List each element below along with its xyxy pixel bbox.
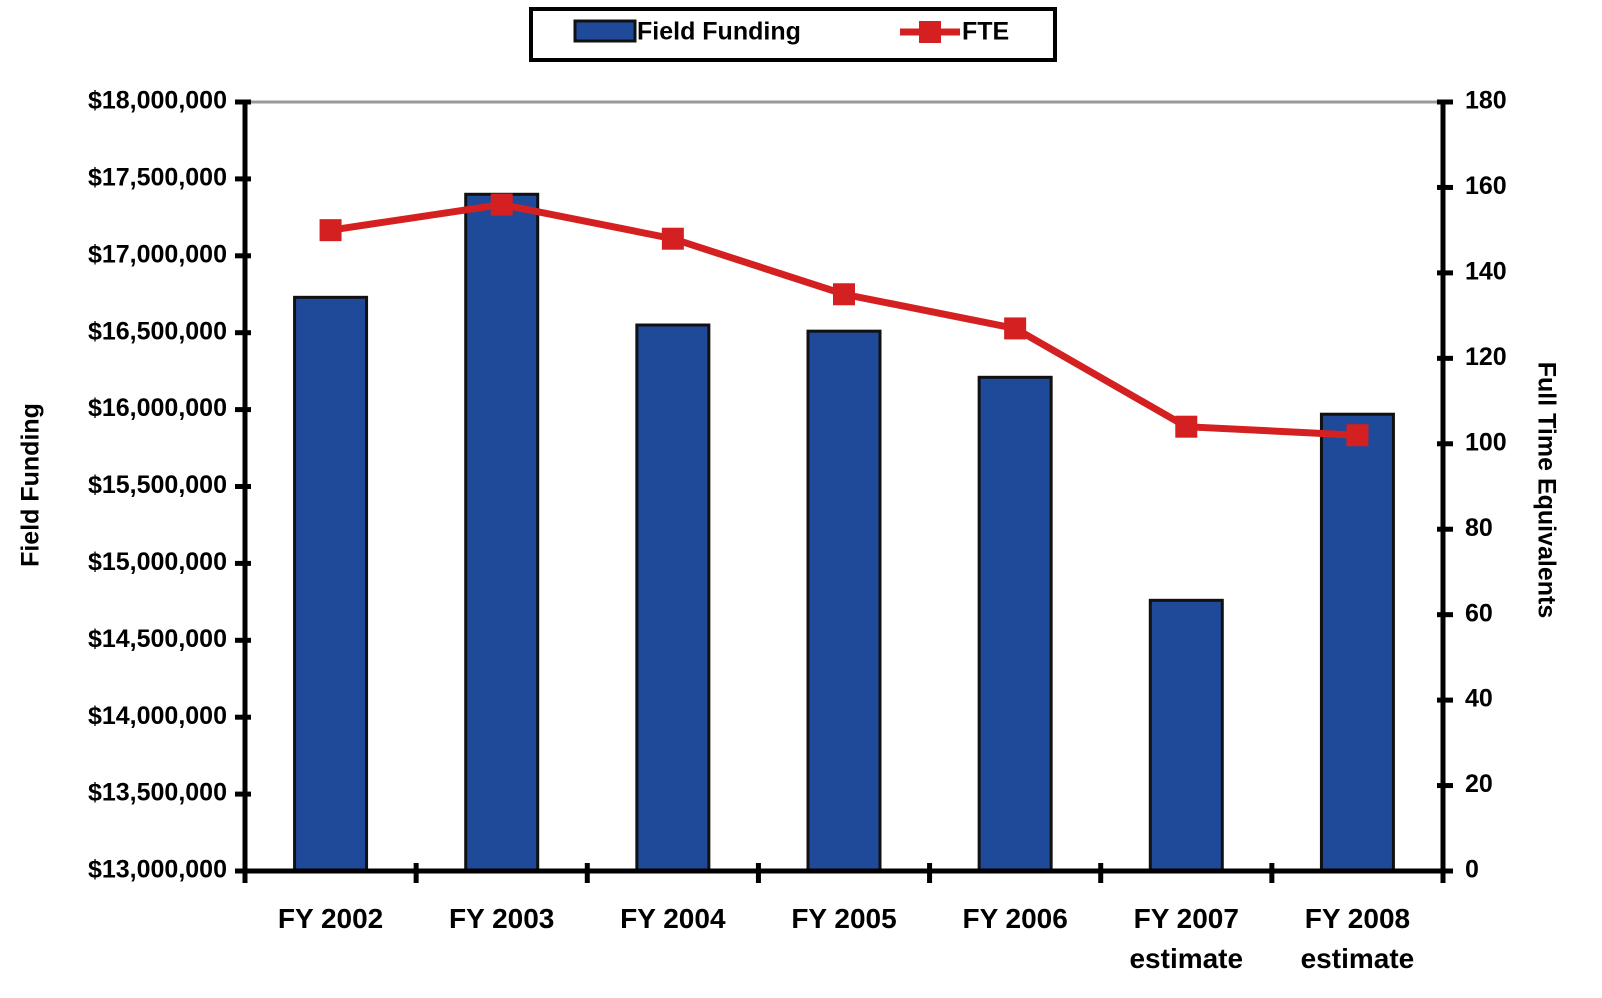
x-tick-label: FY 2008 estimate — [1300, 903, 1415, 974]
legend-marker — [919, 21, 941, 43]
y2-tick-label: 80 — [1465, 514, 1493, 542]
legend-label: FTE — [962, 18, 1009, 46]
x-tick-label: FY 2004 — [620, 903, 726, 934]
y-tick-label: $13,000,000 — [88, 856, 227, 884]
y2-tick-label: 0 — [1465, 856, 1479, 884]
x-tick-label: FY 2006 — [962, 903, 1068, 934]
y2-tick-label: 60 — [1465, 599, 1493, 627]
y2-tick-label: 20 — [1465, 770, 1493, 798]
y-tick-label: $14,000,000 — [88, 702, 227, 730]
x-tick-label: FY 2003 — [449, 903, 555, 934]
bar — [293, 295, 369, 873]
y-tick-label: $18,000,000 — [88, 87, 227, 115]
bar — [1319, 412, 1395, 873]
marker — [1004, 317, 1027, 340]
y-tick-label: $15,000,000 — [88, 548, 227, 576]
marker — [833, 283, 855, 306]
y-tick-label: $16,000,000 — [88, 394, 227, 422]
bar — [1148, 598, 1224, 873]
bar — [635, 323, 711, 873]
marker — [490, 193, 513, 216]
x-tick-label: FY 2007 estimate — [1129, 903, 1244, 974]
y2-tick-label: 40 — [1465, 685, 1493, 713]
y2-tick-label: 140 — [1465, 257, 1507, 285]
legend-swatch — [573, 19, 637, 43]
x-tick-label: FY 2005 — [791, 903, 897, 934]
y2-tick-label: 120 — [1465, 343, 1507, 371]
marker — [1175, 415, 1198, 438]
y2-tick-label: 180 — [1465, 87, 1507, 115]
y-tick-label: $17,000,000 — [88, 240, 227, 268]
y2-tick-label: 100 — [1465, 428, 1507, 456]
y-tick-label: $13,500,000 — [88, 779, 227, 807]
bar — [977, 375, 1053, 873]
y-tick-label: $17,500,000 — [88, 164, 227, 192]
marker — [319, 219, 342, 242]
y-tick-label: $14,500,000 — [88, 625, 227, 653]
y-tick-label: $16,500,000 — [88, 317, 227, 345]
legend-label: Field Funding — [637, 18, 801, 46]
marker — [661, 227, 684, 250]
y2-tick-label: 160 — [1465, 172, 1507, 200]
x-tick-label: FY 2002 — [277, 903, 384, 934]
bar — [806, 329, 882, 873]
marker — [1346, 424, 1369, 447]
y-tick-label: $15,500,000 — [88, 471, 227, 499]
bar — [464, 192, 540, 873]
y2-axis-title: Full Time Equivalents — [1532, 362, 1560, 619]
y-axis-title: Field Funding — [17, 403, 45, 567]
